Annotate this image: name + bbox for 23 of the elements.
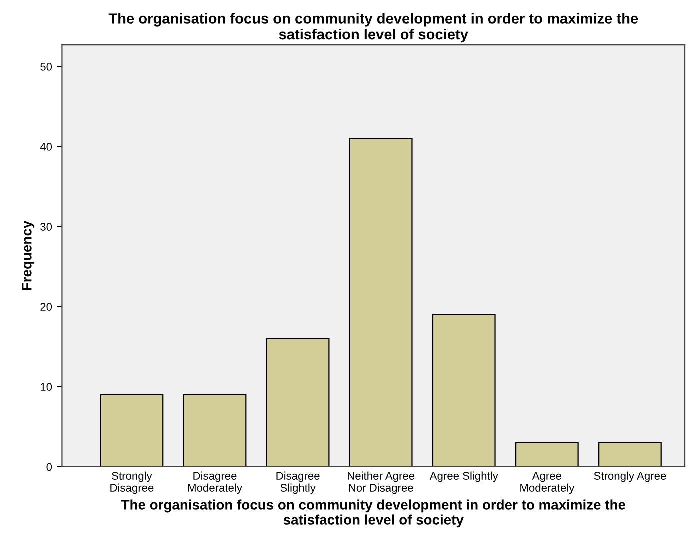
x-tick-label: Disagree Slightly — [276, 472, 320, 494]
x-tick-label: Disagree Moderately — [188, 472, 242, 494]
bar — [100, 394, 164, 467]
y-tick-label: 50 — [40, 62, 52, 71]
y-tick-label: 30 — [40, 223, 52, 231]
bar — [349, 138, 413, 467]
x-tick-label: Neither Agree Nor Disagree — [348, 472, 415, 494]
x-tick-label: Agree Moderately — [520, 472, 575, 494]
y-tick-label: 20 — [40, 303, 52, 311]
x-axis-title: The organisation focus on community development in order to maximize the satisfaction level of society — [121, 500, 626, 528]
y-tick-label: 0 — [46, 463, 52, 472]
bar — [432, 314, 496, 467]
bar — [598, 442, 662, 467]
x-tick-label: Strongly Disagree — [110, 472, 154, 494]
bar — [515, 442, 579, 467]
y-axis-title: Frequency — [22, 220, 35, 290]
y-tick-label: 10 — [40, 383, 52, 392]
bar — [183, 394, 247, 467]
x-tick-label: Agree Slightly — [430, 472, 498, 482]
x-tick-label: Strongly Agree — [594, 472, 666, 482]
y-tick-label: 40 — [40, 143, 52, 151]
bar — [266, 338, 330, 467]
chart-title: The organisation focus on community development in order to maximize the satisfaction level of society — [108, 13, 638, 43]
